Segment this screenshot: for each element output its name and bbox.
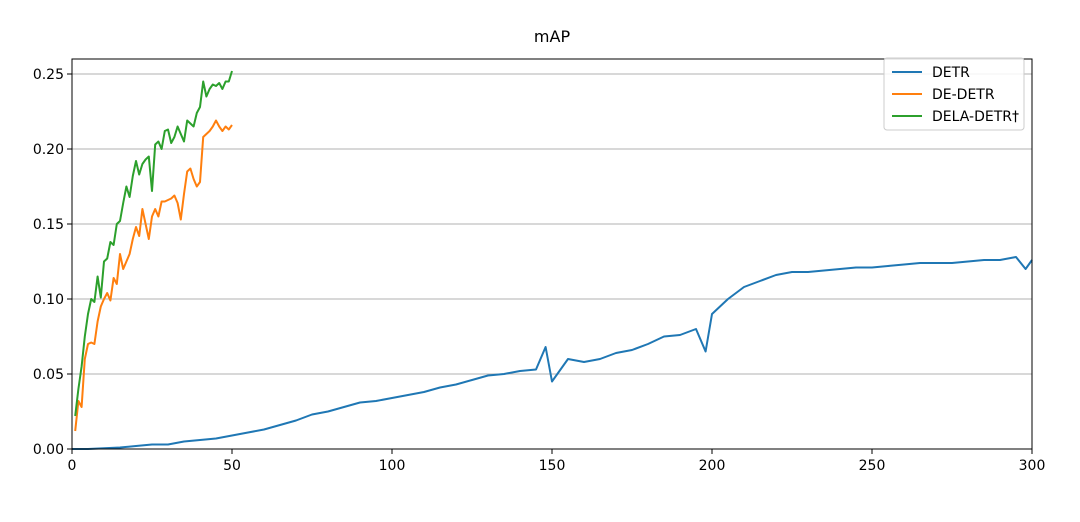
series-line	[72, 256, 1033, 450]
legend-label: DE-DETR	[932, 87, 995, 103]
legend-label: DELA-DETR†	[932, 109, 1019, 125]
series-layer	[72, 70, 1033, 450]
x-tick-label: 250	[859, 458, 886, 474]
y-tick-label: 0.20	[33, 142, 64, 158]
series-line	[74, 70, 233, 417]
series-line	[74, 119, 233, 432]
legend: DETR DE-DETR DELA-DETR†	[883, 57, 1025, 131]
y-tick-label: 0.05	[33, 367, 64, 383]
x-tick-label: 50	[223, 458, 241, 474]
chart-title: mAP	[534, 27, 571, 46]
legend-box	[883, 57, 1025, 131]
x-tick-label: 0	[68, 458, 77, 474]
x-tick-label: 150	[539, 458, 566, 474]
y-tick-label: 0.10	[33, 292, 64, 308]
y-tick-label: 0.25	[33, 67, 64, 83]
x-tick-label: 100	[379, 458, 406, 474]
legend-label: DETR	[932, 65, 970, 81]
y-tick-label: 0.15	[33, 217, 64, 233]
tick-layer: 0.00 0.05 0.10 0.15 0.20 0.25 0 50 100 150 200 250 3…	[33, 67, 1046, 474]
x-tick-label: 200	[699, 458, 726, 474]
x-tick-label: 300	[1019, 458, 1046, 474]
y-tick-label: 0.00	[33, 442, 64, 458]
